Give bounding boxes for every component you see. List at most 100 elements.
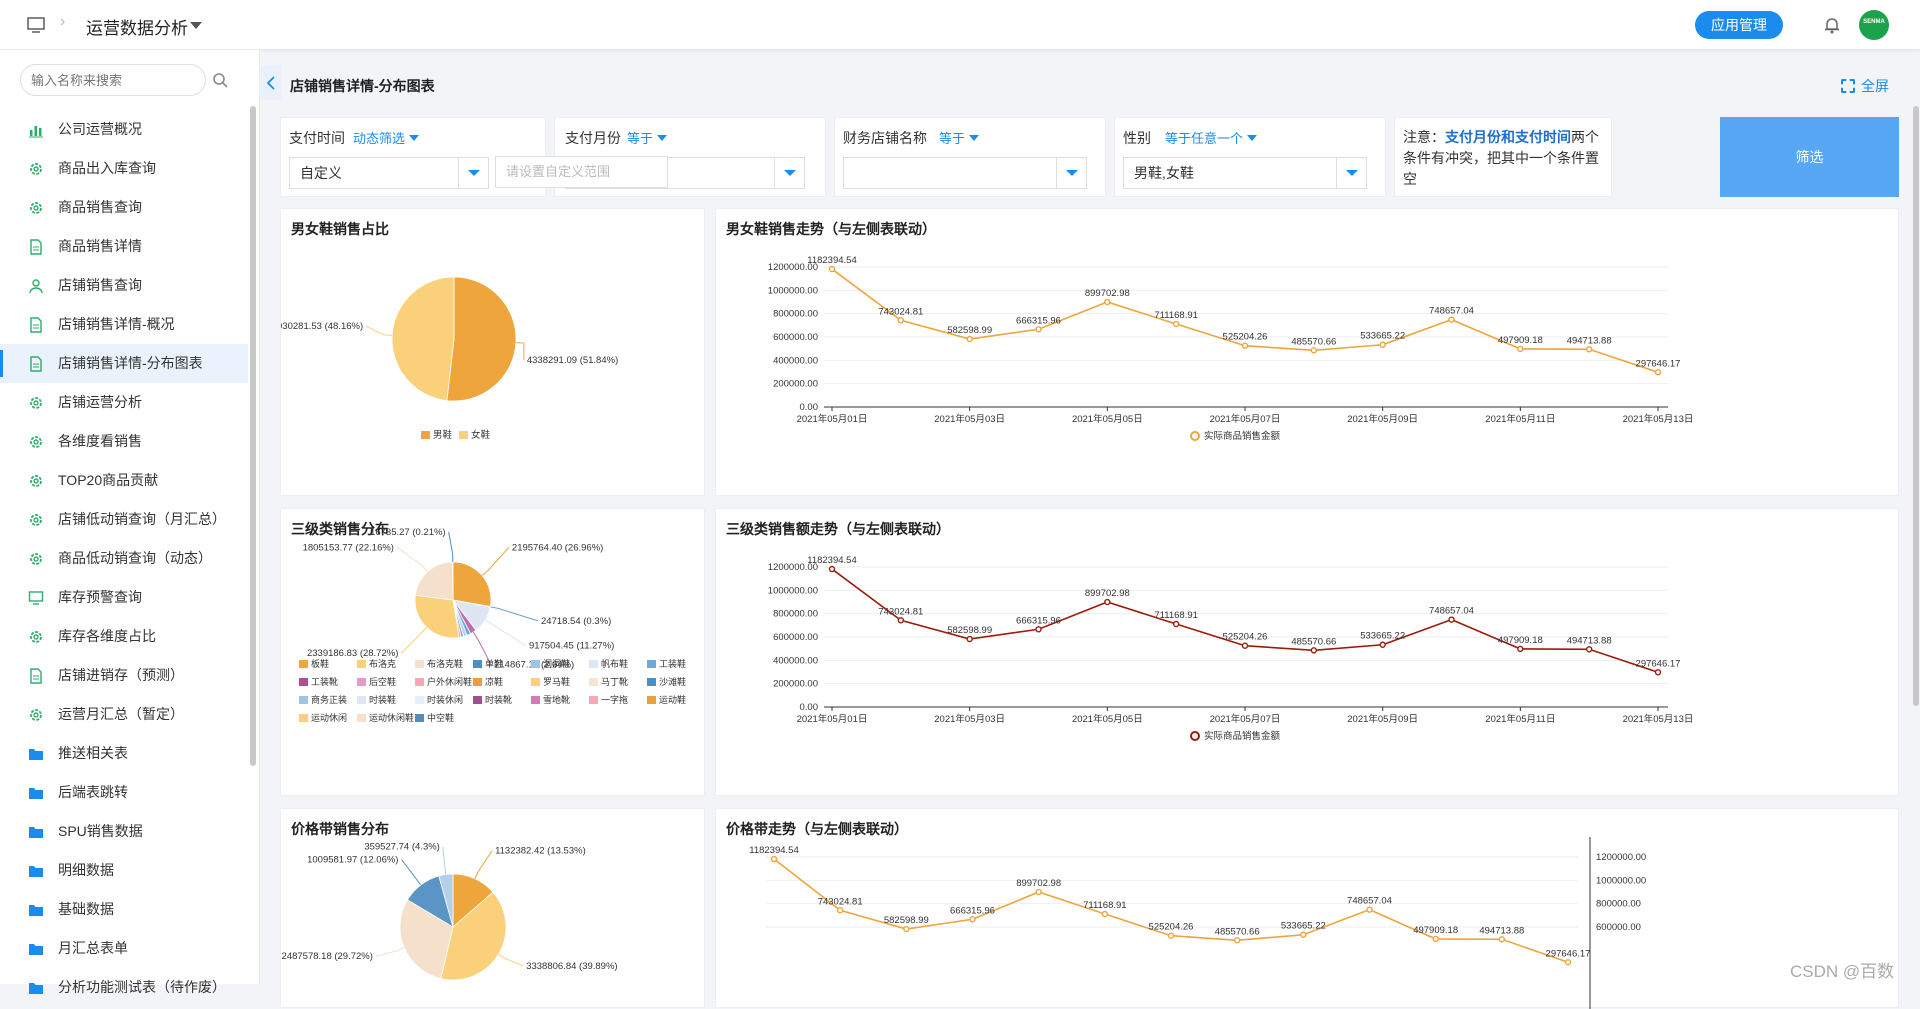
sidebar-item[interactable]: TOP20商品贡献 bbox=[0, 461, 248, 500]
legend-marker[interactable] bbox=[357, 714, 366, 722]
legend-marker[interactable] bbox=[589, 660, 598, 668]
data-point[interactable] bbox=[828, 565, 836, 573]
data-point[interactable] bbox=[897, 317, 905, 324]
bell-icon[interactable] bbox=[1822, 15, 1842, 35]
data-point[interactable] bbox=[1654, 669, 1662, 676]
data-point[interactable] bbox=[1104, 298, 1111, 306]
gender-pie-chart[interactable]: 4338291.09 (51.84%) 4030281.53 (48.16%) 男鞋… bbox=[281, 209, 706, 497]
sidebar-item[interactable]: 店铺销售详情-概况 bbox=[0, 305, 248, 344]
sidebar-item[interactable]: 基础数据 bbox=[0, 890, 248, 929]
data-point[interactable] bbox=[1172, 320, 1180, 328]
category-pie-chart[interactable]: 2195764.40 (26.96%) 24718.54 (0.3%) 917504… bbox=[281, 509, 706, 797]
pie-slice[interactable] bbox=[446, 276, 517, 402]
pie-slice[interactable] bbox=[391, 276, 455, 402]
app-title[interactable]: 运营数据分析 bbox=[86, 19, 188, 38]
data-point[interactable] bbox=[1035, 888, 1042, 896]
search-input[interactable] bbox=[20, 64, 206, 96]
content-scrollbar[interactable] bbox=[1913, 106, 1919, 706]
filter-operator[interactable]: 等于任意一个 bbox=[1165, 128, 1258, 147]
legend-marker[interactable] bbox=[357, 696, 366, 704]
legend-marker[interactable] bbox=[299, 714, 308, 722]
data-point[interactable] bbox=[1035, 626, 1042, 633]
pie-slice[interactable] bbox=[452, 561, 454, 601]
chevron-down-icon[interactable] bbox=[1056, 158, 1086, 188]
legend-marker[interactable] bbox=[473, 696, 482, 704]
data-point[interactable] bbox=[1104, 598, 1111, 606]
chevron-down-icon[interactable] bbox=[458, 158, 488, 188]
legend-marker[interactable] bbox=[1190, 731, 1200, 741]
legend-marker[interactable] bbox=[357, 678, 366, 686]
store-select[interactable] bbox=[843, 157, 1087, 189]
data-point[interactable] bbox=[836, 907, 844, 914]
sidebar-scrollbar[interactable] bbox=[250, 106, 256, 766]
pie-slice[interactable] bbox=[414, 594, 460, 639]
data-point[interactable] bbox=[1310, 347, 1318, 354]
data-point[interactable] bbox=[1448, 616, 1455, 623]
sidebar-item[interactable]: 店铺销售详情-分布图表 bbox=[0, 344, 248, 383]
filter-operator[interactable]: 动态筛选 bbox=[353, 128, 420, 147]
legend-marker[interactable] bbox=[299, 678, 308, 686]
data-point[interactable] bbox=[1310, 647, 1318, 654]
sidebar-item[interactable]: 店铺运营分析 bbox=[0, 383, 248, 422]
avatar[interactable]: SENMA bbox=[1859, 10, 1889, 40]
data-point[interactable] bbox=[1517, 645, 1524, 653]
data-point[interactable] bbox=[1379, 341, 1386, 348]
data-point[interactable] bbox=[1241, 342, 1249, 349]
data-point[interactable] bbox=[1585, 346, 1593, 353]
data-point[interactable] bbox=[1517, 345, 1524, 353]
sidebar-item[interactable]: 店铺销售查询 bbox=[0, 266, 248, 305]
sidebar-item[interactable]: 后端表跳转 bbox=[0, 773, 248, 812]
data-point[interactable] bbox=[828, 265, 836, 273]
category-trend-chart[interactable]: 1200000.00 1000000.00 800000.00 600000.00 40… bbox=[716, 509, 1900, 797]
filter-button[interactable]: 筛选 bbox=[1720, 117, 1899, 197]
data-point[interactable] bbox=[1241, 642, 1249, 649]
price-pie-chart[interactable]: 1132382.42 (13.53%) 3338806.84 (39.89%) 24… bbox=[281, 809, 706, 1009]
legend-marker[interactable] bbox=[531, 696, 540, 704]
legend-marker[interactable] bbox=[299, 660, 308, 668]
data-point[interactable] bbox=[1300, 931, 1307, 938]
data-point[interactable] bbox=[1432, 935, 1439, 943]
sidebar-item[interactable]: SPU销售数据 bbox=[0, 812, 248, 851]
data-point[interactable] bbox=[1585, 646, 1593, 653]
filter-operator[interactable]: 等于 bbox=[939, 128, 980, 147]
legend-marker[interactable] bbox=[1190, 431, 1200, 441]
legend-marker[interactable] bbox=[415, 678, 424, 686]
data-point[interactable] bbox=[1498, 936, 1506, 943]
sidebar-item[interactable]: 公司运营概况 bbox=[0, 110, 248, 149]
data-point[interactable] bbox=[1101, 910, 1109, 918]
sidebar-item[interactable]: 商品销售查询 bbox=[0, 188, 248, 227]
sidebar-item[interactable]: 运营月汇总（暂定） bbox=[0, 695, 248, 734]
pay-time-select[interactable]: 自定义 bbox=[289, 157, 489, 189]
custom-range-input[interactable]: 请设置自定义范围 bbox=[495, 156, 668, 188]
legend-marker[interactable] bbox=[415, 714, 424, 722]
legend-marker[interactable] bbox=[531, 678, 540, 686]
legend-marker[interactable] bbox=[357, 660, 366, 668]
data-point[interactable] bbox=[1035, 326, 1042, 333]
data-point[interactable] bbox=[1448, 316, 1455, 323]
pie-slice[interactable] bbox=[452, 561, 492, 607]
pie-slice[interactable] bbox=[414, 561, 454, 601]
sidebar-item[interactable]: 月汇总表单 bbox=[0, 929, 248, 968]
legend-marker[interactable] bbox=[647, 660, 656, 668]
data-point[interactable] bbox=[966, 635, 973, 643]
data-point[interactable] bbox=[903, 925, 910, 933]
data-point[interactable] bbox=[1654, 369, 1662, 376]
legend-marker[interactable] bbox=[299, 696, 308, 704]
pie-slice[interactable] bbox=[440, 891, 507, 981]
chevron-down-icon[interactable] bbox=[1336, 158, 1366, 188]
data-point[interactable] bbox=[1233, 937, 1241, 944]
data-point[interactable] bbox=[770, 855, 778, 863]
data-point[interactable] bbox=[1366, 906, 1373, 913]
legend-marker[interactable] bbox=[473, 660, 482, 668]
fullscreen-button[interactable]: 全屏 bbox=[1841, 76, 1889, 96]
legend-marker[interactable] bbox=[421, 431, 430, 439]
legend-marker[interactable] bbox=[415, 660, 424, 668]
sidebar-item[interactable]: 推送相关表 bbox=[0, 734, 248, 773]
legend-marker[interactable] bbox=[589, 678, 598, 686]
sidebar-item[interactable]: 分析功能测试表（待作废） bbox=[0, 968, 248, 1007]
data-point[interactable] bbox=[966, 335, 973, 343]
data-point[interactable] bbox=[897, 617, 905, 624]
gender-trend-chart[interactable]: 1200000.00 1000000.00 800000.00 600000.00 40… bbox=[716, 209, 1900, 497]
sidebar-item[interactable]: 明细数据 bbox=[0, 851, 248, 890]
collapse-button[interactable] bbox=[261, 66, 281, 100]
